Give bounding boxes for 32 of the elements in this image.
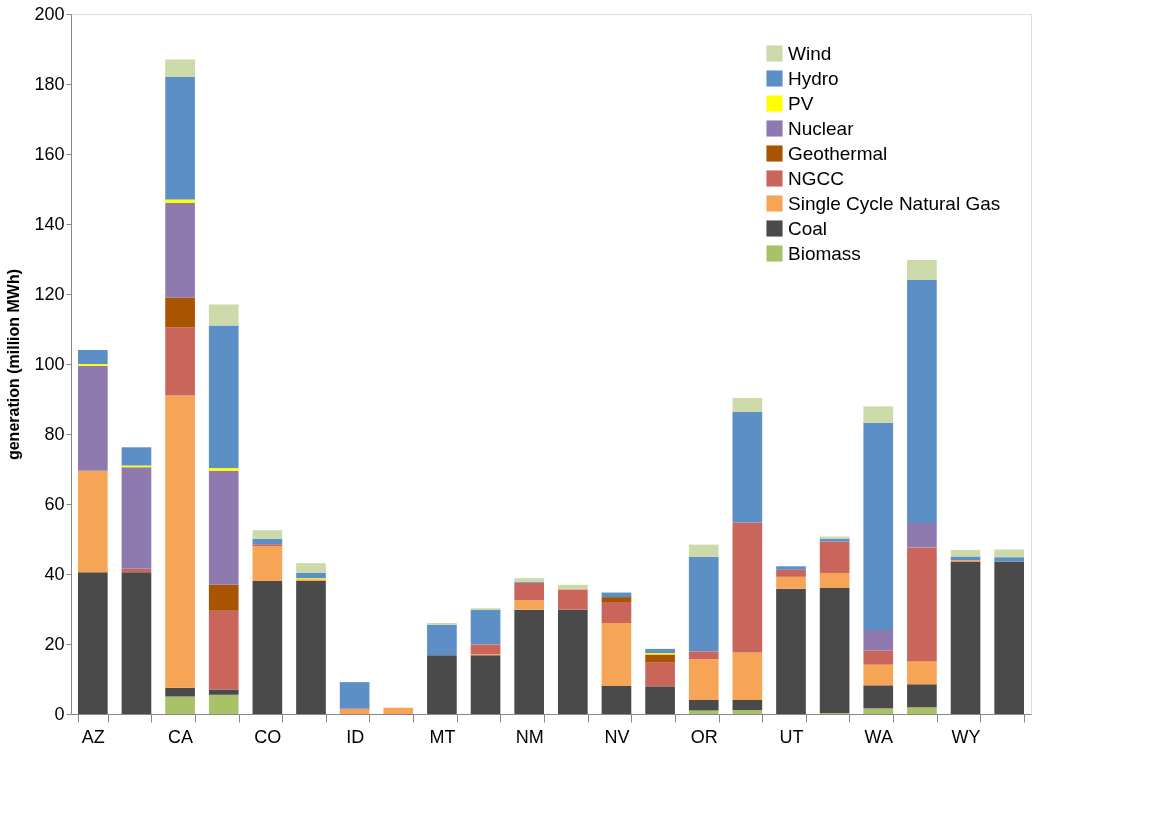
y-tick-label: 140 bbox=[34, 213, 65, 234]
legend-label: Wind bbox=[788, 42, 832, 64]
legend-label: Hydro bbox=[788, 67, 839, 89]
legend-label: Nuclear bbox=[788, 117, 855, 139]
y-tick-label: 100 bbox=[34, 353, 65, 374]
x-tick-label: WA bbox=[864, 726, 893, 747]
x-tick-label: MT bbox=[429, 726, 456, 747]
y-tick-label: 20 bbox=[44, 633, 65, 654]
x-tick-label: ID bbox=[346, 726, 365, 747]
legend-label: PV bbox=[788, 92, 814, 114]
y-axis-title: generation (million MWh) bbox=[5, 268, 23, 461]
x-tick-label: UT bbox=[779, 726, 804, 747]
y-tick-label: 80 bbox=[44, 423, 65, 444]
legend-label: Biomass bbox=[788, 242, 861, 264]
legend-label: NGCC bbox=[788, 167, 844, 189]
x-tick-label: NM bbox=[515, 726, 544, 747]
x-tick-label: AZ bbox=[81, 726, 105, 747]
legend-label: Single Cycle Natural Gas bbox=[788, 192, 1001, 214]
x-tick-label: WY bbox=[951, 726, 981, 747]
y-tick-label: 160 bbox=[34, 143, 65, 164]
legend-label: Coal bbox=[788, 217, 828, 239]
y-tick-label: 180 bbox=[34, 73, 65, 94]
y-tick-label: 200 bbox=[34, 3, 65, 24]
legend-label: Geothermal bbox=[788, 142, 888, 164]
x-tick-label: CA bbox=[168, 726, 194, 747]
x-tick-label: CO bbox=[254, 726, 282, 747]
y-tick-label: 120 bbox=[34, 283, 65, 304]
x-tick-label: OR bbox=[690, 726, 718, 747]
y-tick-label: 40 bbox=[44, 563, 65, 584]
y-tick-label: 0 bbox=[54, 703, 65, 724]
x-tick-label: NV bbox=[604, 726, 630, 747]
y-tick-label: 60 bbox=[44, 493, 65, 514]
